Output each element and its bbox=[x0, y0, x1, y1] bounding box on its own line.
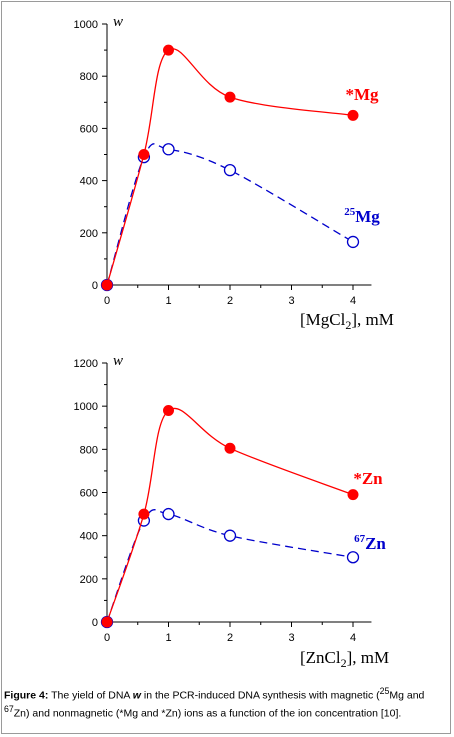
x-tick-label: 1 bbox=[165, 295, 171, 307]
y-tick-label: 0 bbox=[92, 280, 98, 292]
series-line bbox=[106, 509, 354, 623]
data-point bbox=[162, 507, 175, 521]
caption-w: w bbox=[132, 689, 141, 702]
caption-text-3: Mg and bbox=[389, 689, 425, 702]
series-label-2: 67Zn bbox=[354, 533, 386, 553]
series-1 bbox=[101, 404, 359, 628]
data-point bbox=[138, 149, 150, 160]
caption-text-1: The yield of DNA bbox=[48, 689, 133, 702]
caption-text-2: in the PCR-induced DNA synthesis with ma… bbox=[140, 689, 380, 702]
y-axis-label: w bbox=[113, 353, 123, 369]
x-tick-label: 0 bbox=[104, 295, 110, 307]
x-tick-label: 0 bbox=[104, 632, 110, 644]
series-line bbox=[106, 143, 354, 286]
x-title-unit: ], mM bbox=[347, 648, 390, 667]
y-tick-label: 800 bbox=[80, 71, 98, 83]
data-point bbox=[101, 616, 113, 628]
y-tick-label: 0 bbox=[92, 617, 98, 629]
data-point bbox=[347, 109, 359, 121]
y-tick-label: 400 bbox=[80, 531, 98, 543]
data-point bbox=[224, 91, 236, 103]
series-1 bbox=[101, 44, 359, 291]
data-point bbox=[163, 44, 174, 56]
data-point bbox=[346, 551, 360, 564]
y-tick-label: 400 bbox=[80, 176, 98, 188]
y-tick-label: 600 bbox=[80, 123, 98, 135]
data-point bbox=[223, 164, 237, 177]
caption-label: Figure 4: bbox=[4, 689, 49, 702]
x-tick-label: 2 bbox=[227, 632, 233, 644]
data-point bbox=[101, 279, 113, 291]
data-point bbox=[163, 404, 174, 416]
caption-text-4: Zn) and nonmagnetic (*Mg and *Zn) ions a… bbox=[13, 707, 402, 720]
data-point bbox=[138, 508, 150, 520]
x-tick-label: 3 bbox=[288, 632, 294, 644]
y-tick-label: 600 bbox=[80, 488, 98, 500]
y-axis-label: w bbox=[113, 14, 123, 30]
y-tick-label: 200 bbox=[80, 574, 98, 586]
x-tick-label: 1 bbox=[165, 632, 171, 644]
series-label-base: Mg bbox=[355, 207, 380, 226]
x-title-subscript: 2 bbox=[345, 318, 351, 332]
series-2 bbox=[100, 143, 360, 292]
series-label-1: *Mg bbox=[345, 85, 379, 104]
series-label-superscript: 67 bbox=[354, 533, 366, 545]
x-title-main: [MgCl bbox=[300, 310, 346, 329]
figure-caption: Figure 4: The yield of DNA w in the PCR-… bbox=[4, 685, 448, 721]
data-point bbox=[224, 442, 236, 454]
series-label-2: 25Mg bbox=[344, 206, 380, 226]
caption-sup-1: 25 bbox=[379, 686, 390, 696]
y-tick-label: 1000 bbox=[74, 401, 98, 413]
data-point bbox=[346, 235, 360, 249]
x-tick-label: 4 bbox=[350, 295, 356, 307]
x-title-unit: ], mM bbox=[351, 310, 394, 329]
y-tick-label: 1000 bbox=[74, 19, 98, 31]
x-axis-title: [MgCl2], mM bbox=[300, 310, 394, 332]
y-tick-label: 800 bbox=[80, 444, 98, 456]
x-title-subscript: 2 bbox=[341, 656, 347, 670]
x-axis-title: [ZnCl2], mM bbox=[300, 648, 389, 670]
data-point bbox=[223, 529, 237, 542]
y-tick-label: 200 bbox=[80, 228, 98, 240]
series-label-superscript: 25 bbox=[344, 206, 356, 218]
data-point bbox=[162, 143, 175, 156]
series-label-1: *Zn bbox=[353, 469, 383, 488]
x-tick-label: 2 bbox=[227, 295, 233, 307]
x-title-main: [ZnCl bbox=[300, 648, 341, 667]
caption-sup-2: 67 bbox=[4, 704, 14, 714]
data-point bbox=[347, 489, 359, 501]
series-label-base: Zn bbox=[365, 534, 386, 553]
x-tick-label: 4 bbox=[350, 632, 356, 644]
y-tick-label: 1200 bbox=[74, 358, 98, 370]
x-tick-label: 3 bbox=[288, 295, 294, 307]
